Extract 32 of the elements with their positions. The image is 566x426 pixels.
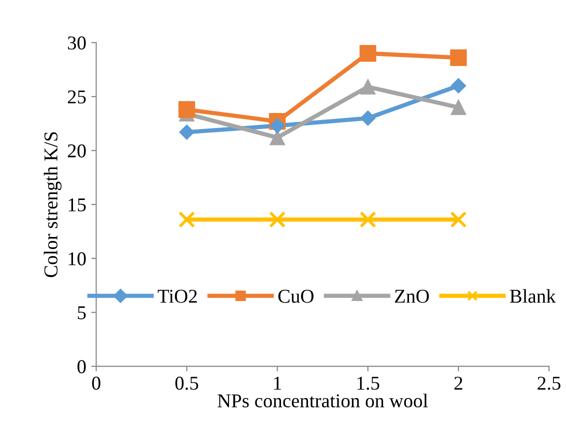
y-axis-title: Color strength K/S (44, 132, 62, 278)
y-tick-label: 5 (78, 306, 86, 320)
point (270, 118, 285, 134)
x-tick-label: 1 (274, 376, 282, 390)
point (450, 100, 466, 115)
y-tick-label: 30 (68, 36, 86, 50)
y-tick-label: 10 (68, 252, 86, 266)
x-axis-title: NPs concentration on wool (218, 394, 428, 408)
point (450, 211, 467, 228)
x-tick-label: 0.5 (175, 376, 198, 390)
point (178, 101, 196, 118)
legend-label: Blank (510, 289, 556, 303)
x-tick-label: 2 (454, 376, 462, 390)
point (450, 49, 467, 66)
y-tick-label: 15 (68, 198, 86, 212)
point (179, 124, 194, 140)
y-tick-label: 0 (78, 360, 86, 374)
y-tick-label: 20 (68, 144, 86, 158)
point (178, 211, 196, 228)
point (269, 211, 286, 228)
point (360, 110, 376, 126)
point (360, 45, 376, 62)
point (360, 79, 376, 94)
legend-label: ZnO (394, 290, 429, 303)
legend-label: TiO2 (158, 290, 197, 303)
point (360, 211, 376, 228)
point (450, 78, 466, 94)
y-tick-label: 25 (68, 90, 86, 104)
x-tick-label: 0 (92, 376, 100, 390)
x-tick-label: 2.5 (538, 376, 560, 390)
x-tick-label: 1.5 (357, 376, 380, 390)
legend-label: CuO (278, 290, 314, 303)
